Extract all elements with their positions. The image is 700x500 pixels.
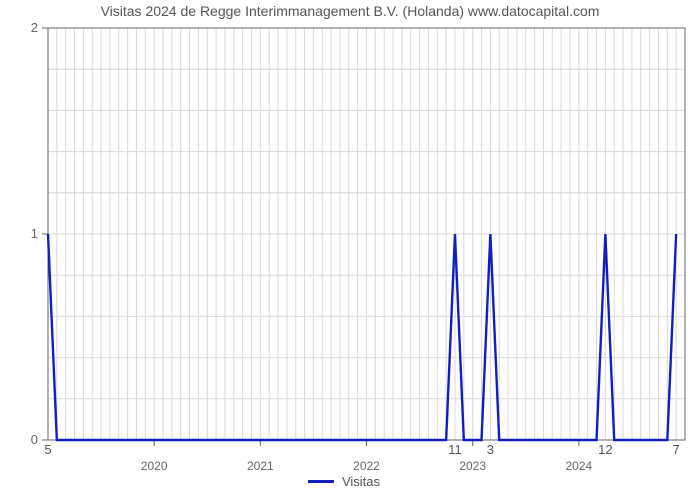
x-year-label: 2020: [141, 459, 168, 473]
x-year-label: 2024: [565, 459, 592, 473]
y-tick-label: 2: [31, 20, 38, 35]
legend-swatch: [308, 480, 334, 483]
legend-label: Visitas: [342, 474, 381, 489]
y-tick-label: 1: [31, 226, 38, 241]
value-label: 11: [448, 442, 462, 457]
value-label: 12: [598, 442, 612, 457]
chart-title: Visitas 2024 de Regge Interimmanagement …: [101, 3, 600, 19]
x-year-label: 2022: [353, 459, 380, 473]
x-year-label: 2023: [459, 459, 486, 473]
value-label: 3: [487, 442, 494, 457]
visits-line-chart: Visitas 2024 de Regge Interimmanagement …: [0, 0, 700, 500]
x-year-label: 2021: [247, 459, 274, 473]
value-label: 5: [44, 442, 51, 457]
chart-container: Visitas 2024 de Regge Interimmanagement …: [0, 0, 700, 500]
value-label: 7: [673, 442, 680, 457]
y-tick-label: 0: [31, 432, 38, 447]
